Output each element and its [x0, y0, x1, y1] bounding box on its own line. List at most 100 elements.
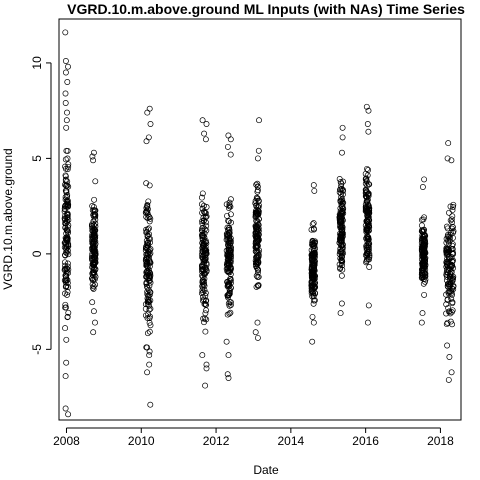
data-point: [90, 157, 97, 164]
data-point: [144, 295, 151, 302]
data-point: [90, 329, 97, 336]
data-point: [62, 69, 69, 76]
data-point: [202, 290, 209, 296]
data-point: [89, 299, 96, 306]
plot-frame: [58, 18, 462, 421]
data-point: [311, 283, 318, 290]
data-point: [448, 216, 455, 223]
data-point: [254, 237, 261, 243]
data-point: [443, 239, 450, 246]
data-point: [146, 105, 153, 112]
data-point: [447, 274, 454, 281]
data-point: [199, 284, 206, 291]
data-point: [308, 283, 315, 290]
data-point: [89, 250, 96, 257]
data-point: [450, 204, 456, 210]
data-point: [310, 246, 317, 253]
data-point: [364, 165, 370, 172]
data-point: [145, 134, 152, 141]
data-point: [145, 242, 151, 249]
data-point: [310, 273, 317, 279]
data-point: [63, 230, 70, 237]
data-point: [145, 292, 152, 299]
data-point: [89, 261, 96, 268]
data-point: [62, 301, 69, 308]
data-point: [62, 290, 68, 297]
data-point: [89, 244, 96, 251]
data-point: [419, 184, 426, 190]
data-point: [147, 305, 154, 312]
data-point: [199, 277, 206, 284]
data-point: [144, 109, 151, 116]
x-tick-label: 2018: [427, 434, 454, 448]
data-point: [337, 310, 344, 317]
data-point: [143, 274, 150, 280]
data-point: [363, 209, 370, 216]
data-point: [62, 325, 69, 332]
data-point: [448, 295, 455, 302]
data-point: [143, 262, 150, 269]
data-point: [445, 256, 452, 263]
data-point: [223, 338, 230, 345]
data-point: [145, 251, 151, 258]
data-point: [64, 265, 71, 272]
data-point: [225, 246, 232, 253]
data-point: [255, 260, 262, 266]
data-point: [447, 235, 453, 242]
data-point: [224, 292, 231, 299]
data-point: [199, 225, 206, 232]
data-point: [421, 268, 427, 275]
data-point: [309, 285, 316, 292]
data-point: [144, 284, 151, 291]
data-point: [448, 225, 455, 232]
data-point: [90, 308, 97, 315]
data-point: [224, 311, 231, 318]
y-tick-label: 5: [30, 155, 44, 162]
data-point: [444, 342, 451, 349]
data-point: [92, 212, 99, 219]
data-point: [255, 197, 262, 204]
data-point: [444, 155, 451, 162]
data-point: [338, 227, 345, 234]
data-point: [226, 268, 233, 275]
y-axis-label: VGRD.10.m.above.ground: [1, 148, 15, 289]
data-point: [446, 240, 452, 247]
data-point: [365, 107, 372, 114]
data-point: [61, 265, 68, 272]
data-point: [446, 270, 453, 277]
data-point: [254, 180, 261, 187]
data-point: [144, 344, 151, 351]
data-point: [223, 236, 230, 243]
data-point: [252, 213, 259, 220]
data-point: [224, 371, 231, 378]
data-point: [92, 266, 99, 272]
data-point: [366, 209, 373, 216]
data-point: [202, 292, 209, 299]
x-tick-label: 2012: [203, 434, 230, 448]
data-point: [338, 201, 345, 208]
data-point: [226, 199, 233, 206]
data-points: [61, 29, 457, 418]
data-point: [254, 203, 261, 210]
data-point: [255, 282, 262, 289]
data-point: [253, 243, 260, 249]
data-point: [446, 354, 453, 360]
x-tick-label: 2010: [128, 434, 155, 448]
data-point: [309, 338, 316, 345]
data-point: [447, 217, 454, 224]
data-point: [338, 300, 345, 307]
data-point: [310, 252, 317, 259]
data-point: [224, 143, 231, 150]
data-point: [146, 361, 153, 368]
data-point: [447, 310, 454, 317]
data-point: [89, 272, 96, 279]
data-point: [64, 197, 71, 204]
data-point: [62, 224, 69, 231]
data-point: [340, 230, 347, 237]
data-point: [225, 132, 232, 139]
data-point: [225, 283, 232, 290]
data-point: [443, 310, 450, 317]
data-point: [144, 369, 151, 376]
data-point: [62, 272, 69, 279]
data-point: [310, 182, 317, 189]
